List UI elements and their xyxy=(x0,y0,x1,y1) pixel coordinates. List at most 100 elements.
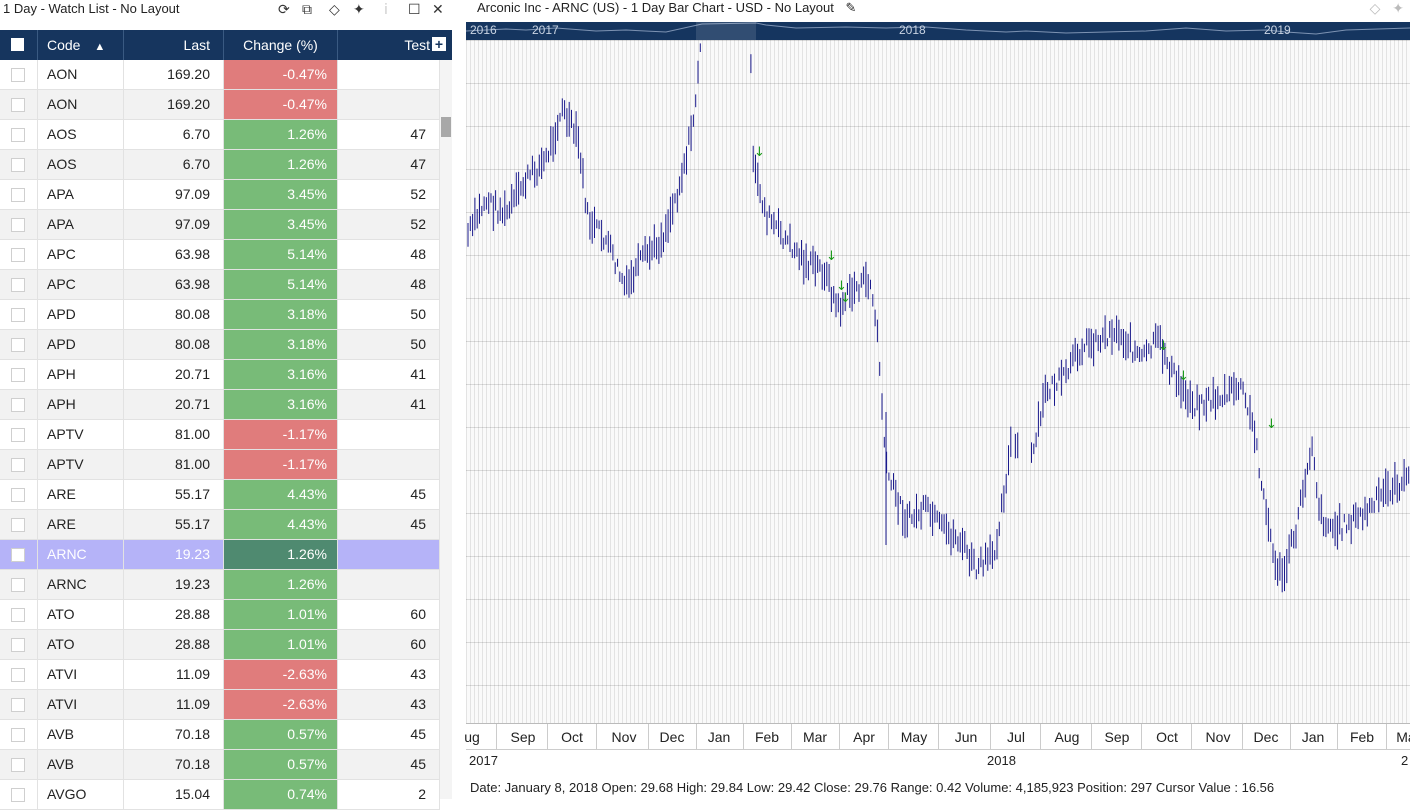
table-row[interactable]: APTV 81.00 -1.17% xyxy=(0,420,440,450)
table-row[interactable]: AVB 70.18 0.57% 45 xyxy=(0,720,440,750)
row-checkbox[interactable] xyxy=(0,180,38,209)
row-checkbox[interactable] xyxy=(0,60,38,89)
cell-last: 169.20 xyxy=(124,60,224,89)
month-label: Feb xyxy=(754,729,780,745)
refresh-icon[interactable]: ⟳ xyxy=(278,1,290,17)
info-icon[interactable]: ⅰ xyxy=(384,1,388,17)
chart-plot-area[interactable] xyxy=(466,40,1410,723)
scrollbar-thumb[interactable] xyxy=(441,117,451,137)
table-row[interactable]: ATO 28.88 1.01% 60 xyxy=(0,630,440,660)
cell-test xyxy=(338,420,440,449)
table-row[interactable]: AON 169.20 -0.47% xyxy=(0,60,440,90)
row-checkbox[interactable] xyxy=(0,390,38,419)
pin-icon[interactable]: ✦ xyxy=(353,1,365,17)
column-test[interactable]: Test xyxy=(338,30,452,60)
row-checkbox[interactable] xyxy=(0,210,38,239)
maximize-icon[interactable]: ☐ xyxy=(408,1,421,17)
month-tick xyxy=(888,724,889,750)
link-icon[interactable]: ◇ xyxy=(1369,0,1381,16)
select-all-checkbox[interactable] xyxy=(0,30,38,60)
row-checkbox[interactable] xyxy=(0,780,38,809)
row-checkbox[interactable] xyxy=(0,750,38,779)
row-checkbox[interactable] xyxy=(0,330,38,359)
row-checkbox[interactable] xyxy=(0,570,38,599)
row-checkbox[interactable] xyxy=(0,150,38,179)
table-row[interactable]: APD 80.08 3.18% 50 xyxy=(0,330,440,360)
table-row[interactable]: APA 97.09 3.45% 52 xyxy=(0,210,440,240)
close-icon[interactable]: ✕ xyxy=(432,1,444,17)
row-checkbox[interactable] xyxy=(0,300,38,329)
signal-arrow-icon: ↓ xyxy=(836,279,847,294)
row-checkbox[interactable] xyxy=(0,510,38,539)
table-row[interactable]: ARE 55.17 4.43% 45 xyxy=(0,480,440,510)
cell-last: 63.98 xyxy=(124,270,224,299)
row-checkbox[interactable] xyxy=(0,240,38,269)
row-checkbox[interactable] xyxy=(0,360,38,389)
cell-test: 45 xyxy=(338,750,440,779)
column-code[interactable]: Code ▲ xyxy=(38,30,124,60)
signal-arrow-icon: ↓ xyxy=(1266,417,1277,432)
table-row[interactable]: AON 169.20 -0.47% xyxy=(0,90,440,120)
row-checkbox[interactable] xyxy=(0,600,38,629)
month-label: Nov xyxy=(611,729,637,745)
table-row[interactable]: ARNC 19.23 1.26% xyxy=(0,540,440,570)
vertical-scrollbar[interactable] xyxy=(440,60,452,799)
edit-pencil-icon[interactable]: ✎ xyxy=(845,0,857,15)
cell-change: 3.45% xyxy=(224,210,338,239)
table-row[interactable]: APTV 81.00 -1.17% xyxy=(0,450,440,480)
cell-code: AVGO xyxy=(38,780,124,809)
row-checkbox[interactable] xyxy=(0,720,38,749)
row-checkbox[interactable] xyxy=(0,270,38,299)
signal-arrow-icon: ↓ xyxy=(840,291,851,306)
copy-icon[interactable]: ⧉ xyxy=(302,1,312,17)
row-checkbox[interactable] xyxy=(0,450,38,479)
column-change[interactable]: Change (%) xyxy=(224,30,338,60)
table-row[interactable]: AOS 6.70 1.26% 47 xyxy=(0,150,440,180)
table-row[interactable]: AVB 70.18 0.57% 45 xyxy=(0,750,440,780)
row-checkbox[interactable] xyxy=(0,120,38,149)
row-checkbox[interactable] xyxy=(0,540,38,569)
year-axis: 2017 2018 2 xyxy=(466,749,1410,772)
cell-last: 28.88 xyxy=(124,630,224,659)
cell-test: 45 xyxy=(338,480,440,509)
link-icon[interactable]: ◇ xyxy=(329,1,340,17)
row-checkbox[interactable] xyxy=(0,420,38,449)
cell-change: 1.26% xyxy=(224,150,338,179)
table-row[interactable]: APC 63.98 5.14% 48 xyxy=(0,270,440,300)
cell-code: AVB xyxy=(38,750,124,779)
table-row[interactable]: ATO 28.88 1.01% 60 xyxy=(0,600,440,630)
add-column-icon[interactable]: + xyxy=(432,37,446,51)
table-row[interactable]: APD 80.08 3.18% 50 xyxy=(0,300,440,330)
cell-last: 70.18 xyxy=(124,750,224,779)
row-checkbox[interactable] xyxy=(0,690,38,719)
row-checkbox[interactable] xyxy=(0,480,38,509)
cell-test: 45 xyxy=(338,720,440,749)
table-row[interactable]: APH 20.71 3.16% 41 xyxy=(0,360,440,390)
table-row[interactable]: AOS 6.70 1.26% 47 xyxy=(0,120,440,150)
row-checkbox[interactable] xyxy=(0,90,38,119)
pin-icon[interactable]: ✦ xyxy=(1392,0,1404,16)
table-row[interactable]: ATVI 11.09 -2.63% 43 xyxy=(0,660,440,690)
month-label: ug xyxy=(464,729,480,745)
row-checkbox[interactable] xyxy=(0,630,38,659)
row-checkbox[interactable] xyxy=(0,660,38,689)
table-row[interactable]: ATVI 11.09 -2.63% 43 xyxy=(0,690,440,720)
cell-last: 6.70 xyxy=(124,120,224,149)
column-last[interactable]: Last xyxy=(124,30,224,60)
table-row[interactable]: APA 97.09 3.45% 52 xyxy=(0,180,440,210)
table-row[interactable]: APC 63.98 5.14% 48 xyxy=(0,240,440,270)
month-tick xyxy=(1141,724,1142,750)
month-label: Jan xyxy=(1301,729,1325,745)
cell-last: 80.08 xyxy=(124,300,224,329)
table-row[interactable]: AVGO 15.04 0.74% 2 xyxy=(0,780,440,810)
cell-code: ATVI xyxy=(38,660,124,689)
table-row[interactable]: ARNC 19.23 1.26% xyxy=(0,570,440,600)
navigator-strip[interactable]: 2016 2017 2018 2019 xyxy=(466,22,1410,40)
table-row[interactable]: APH 20.71 3.16% 41 xyxy=(0,390,440,420)
cell-last: 55.17 xyxy=(124,510,224,539)
table-row[interactable]: ARE 55.17 4.43% 45 xyxy=(0,510,440,540)
year-label: 2018 xyxy=(987,753,1016,768)
cell-code: APC xyxy=(38,240,124,269)
cell-test: 52 xyxy=(338,210,440,239)
cell-code: AOS xyxy=(38,120,124,149)
